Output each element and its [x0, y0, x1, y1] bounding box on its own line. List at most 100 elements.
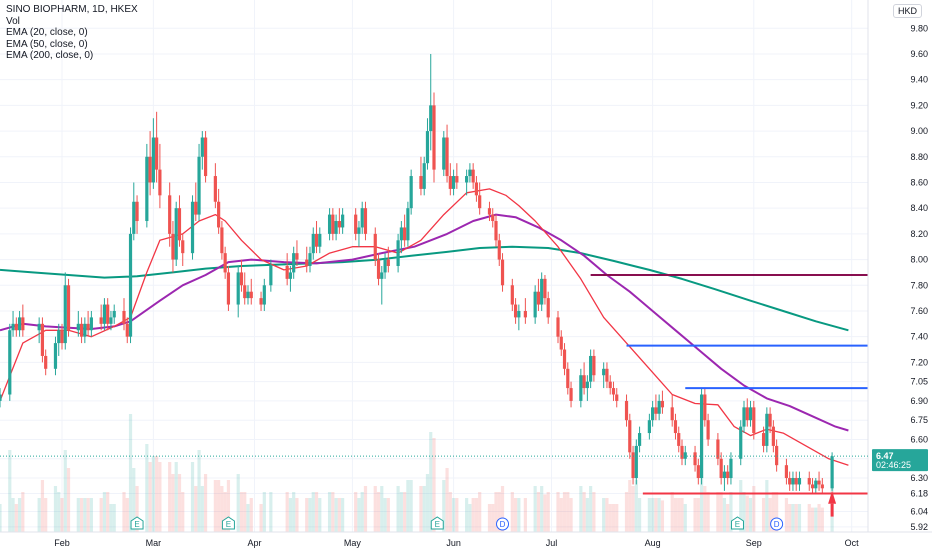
- legend-title[interactable]: SINO BIOPHARM, 1D, HKEX: [6, 4, 138, 15]
- candle: [168, 182, 172, 247]
- candle: [716, 433, 720, 466]
- price-tick-label: 9.40: [910, 75, 928, 85]
- candle-body: [719, 458, 723, 479]
- candle: [357, 221, 361, 247]
- price-tick-label: 8.20: [910, 229, 928, 239]
- candle-body: [468, 169, 472, 177]
- ema20-layer: [0, 188, 849, 466]
- event-marker[interactable]: E: [430, 516, 444, 530]
- event-marker-label: E: [226, 520, 231, 529]
- candle: [634, 439, 638, 485]
- candle: [513, 298, 518, 324]
- candle: [748, 400, 753, 427]
- candle: [830, 452, 834, 491]
- volume-bar: [706, 492, 710, 532]
- volume-bar: [696, 498, 700, 532]
- candle-body: [582, 375, 586, 389]
- candle: [706, 413, 710, 446]
- candle-body: [21, 317, 25, 331]
- candle-body: [318, 233, 322, 247]
- volume-bar: [0, 504, 2, 532]
- candle: [465, 169, 469, 196]
- volume-bar: [66, 468, 71, 532]
- candle-body: [500, 259, 505, 286]
- price-tick-label: 6.04: [910, 506, 928, 516]
- time-axis-panel: [0, 532, 932, 550]
- volume-bar: [703, 486, 707, 532]
- volume-bar: [357, 498, 361, 532]
- dividend-marker-icon: [770, 517, 784, 531]
- candle: [742, 400, 746, 434]
- price-tick-label: 7.20: [910, 357, 928, 367]
- price-tick-label: 6.75: [910, 415, 928, 425]
- candle: [125, 317, 129, 344]
- candle: [269, 259, 273, 292]
- candle: [540, 272, 544, 311]
- legend-ema20[interactable]: EMA (20, close, 0): [6, 27, 88, 38]
- volume-bar: [419, 486, 423, 532]
- event-marker[interactable]: E: [130, 516, 144, 530]
- legend-volume[interactable]: Vol: [6, 15, 20, 27]
- candle-body: [197, 156, 201, 215]
- candle: [8, 323, 12, 401]
- legend-ema200[interactable]: EMA (200, close, 0): [6, 50, 94, 61]
- volume-bar: [125, 498, 129, 532]
- candle: [53, 336, 58, 376]
- earnings-marker-icon: [430, 516, 444, 530]
- candle-body: [699, 394, 704, 479]
- candle-body: [478, 195, 482, 209]
- candle: [337, 208, 341, 234]
- candle: [810, 478, 815, 494]
- candle-body: [611, 388, 616, 395]
- volume-bar: [582, 492, 586, 532]
- candle: [605, 362, 609, 389]
- candle-body: [706, 420, 710, 440]
- volume-bar: [814, 507, 818, 532]
- volume-bar: [220, 486, 224, 532]
- legend-ema50[interactable]: EMA (50, close, 0): [6, 38, 88, 50]
- currency-button[interactable]: HKD: [892, 4, 922, 18]
- volume-bar: [239, 492, 244, 532]
- candle: [181, 233, 185, 266]
- candle-body: [269, 266, 273, 286]
- candle-body: [425, 131, 430, 164]
- candle-body: [455, 176, 459, 183]
- price-tick-label: 6.60: [910, 434, 928, 444]
- volume-bar: [308, 498, 312, 532]
- time-tick-label: Aug: [645, 538, 661, 548]
- volume-bar: [295, 498, 299, 532]
- volume-bar: [148, 462, 152, 532]
- event-marker[interactable]: D: [496, 517, 510, 531]
- event-marker[interactable]: D: [770, 517, 784, 531]
- countdown-value: 02:46:25: [876, 460, 911, 470]
- volume-bar: [771, 492, 775, 532]
- candle-body: [40, 323, 45, 356]
- candle-body: [513, 304, 518, 318]
- candle: [386, 246, 390, 273]
- volume-bar: [354, 492, 358, 532]
- candle-body: [517, 310, 521, 318]
- candle-body: [37, 323, 41, 331]
- event-marker[interactable]: E: [730, 516, 744, 530]
- candle-body: [471, 169, 475, 183]
- volume-bar: [406, 480, 410, 532]
- event-marker[interactable]: E: [221, 516, 235, 530]
- volume-bar: [200, 486, 204, 532]
- volume-bar: [500, 486, 505, 532]
- candle-body: [540, 278, 544, 305]
- candle-body: [357, 227, 361, 234]
- candle: [213, 163, 217, 209]
- candle: [292, 246, 296, 279]
- volume-bar: [168, 462, 172, 532]
- volume-bar: [386, 498, 390, 532]
- volume-bar: [112, 504, 116, 532]
- candle: [543, 274, 547, 305]
- volume-bar: [21, 492, 25, 532]
- volume-bar: [223, 492, 227, 532]
- candle-body: [217, 201, 221, 228]
- candle: [21, 304, 25, 337]
- volume-bar: [445, 468, 449, 532]
